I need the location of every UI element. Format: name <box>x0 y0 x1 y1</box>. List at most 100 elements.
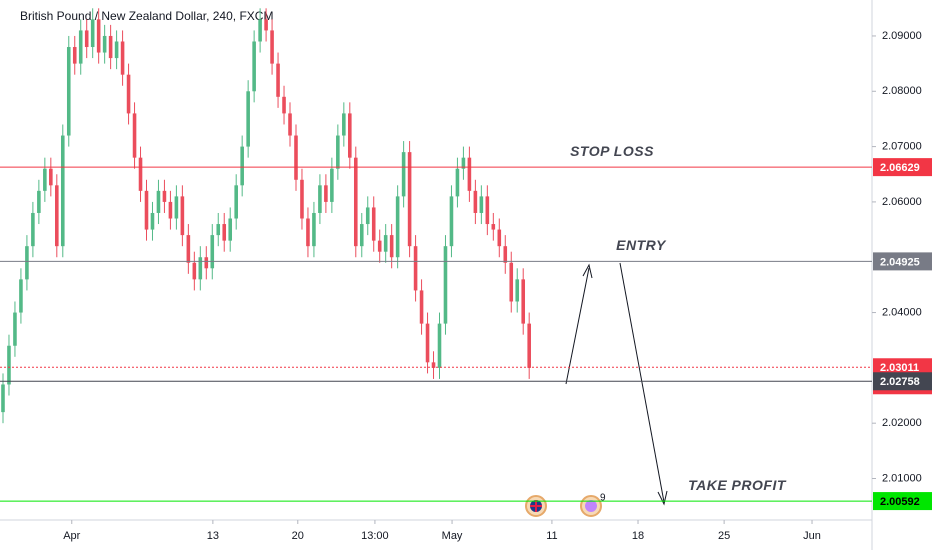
x-tick-label: 18 <box>632 530 644 542</box>
candle-body <box>210 235 215 269</box>
candle-body <box>72 47 77 64</box>
y-tick-label: 2.07000 <box>882 141 922 153</box>
arrow-head <box>582 263 593 279</box>
candle-body <box>306 218 310 247</box>
candle-body <box>270 30 274 64</box>
x-tick-label: 13 <box>207 530 219 542</box>
candle-body <box>527 323 531 368</box>
candle-body <box>479 196 484 213</box>
flag-cross <box>530 500 542 512</box>
candle-body <box>485 196 490 225</box>
candle-body <box>455 168 460 197</box>
y-tick-label: 2.02000 <box>882 417 922 429</box>
price-label: 2.03011 <box>880 362 919 374</box>
candle-body <box>276 63 280 97</box>
arrow-down <box>619 262 665 503</box>
candle-body <box>132 113 137 158</box>
annotation: TAKE PROFIT <box>688 477 787 493</box>
candle-body <box>252 41 256 92</box>
candle-body <box>222 224 227 241</box>
candle-body <box>288 113 292 136</box>
candle-body <box>43 168 47 191</box>
candle-body <box>348 113 352 158</box>
candle-body <box>66 47 71 136</box>
candle-body <box>407 152 412 247</box>
candle-body <box>78 30 83 64</box>
candle-body <box>102 35 107 53</box>
candle-body <box>342 113 346 136</box>
price-label-box <box>873 252 932 271</box>
candle-body <box>461 157 466 169</box>
y-tick-label: 2.04000 <box>882 306 922 318</box>
y-tick-label: 2.01000 <box>882 472 922 484</box>
candle-body <box>383 235 388 252</box>
flag-icon-core <box>585 500 597 512</box>
x-tick-label: 13:00 <box>361 530 389 542</box>
candle-body <box>84 30 89 48</box>
event-badge: 9 <box>600 493 606 504</box>
candle-body <box>7 345 11 385</box>
candle-body <box>96 19 101 53</box>
candle-body <box>186 235 191 263</box>
candle-body <box>365 207 370 225</box>
price-label: 2.02758 <box>880 376 920 388</box>
candle-body <box>120 41 125 75</box>
annotation: STOP LOSS <box>570 143 654 159</box>
candle-body <box>282 96 286 114</box>
candle-body <box>108 35 113 59</box>
candle-body <box>377 240 382 252</box>
x-tick-label: 11 <box>546 530 557 542</box>
candle-body <box>294 135 298 180</box>
chart-title: British Pound / New Zealand Dollar, 240,… <box>20 9 273 23</box>
candle-body <box>31 212 35 247</box>
candle-body <box>60 135 65 247</box>
price-label-box <box>873 372 932 391</box>
candle-body <box>425 323 430 363</box>
candle-body <box>419 290 424 324</box>
price-label-box <box>873 158 932 177</box>
y-tick-label: 2.08000 <box>882 85 922 97</box>
candle-body <box>431 362 436 368</box>
candle-body <box>258 19 262 42</box>
candle-body <box>491 224 496 230</box>
arrow-up <box>565 267 590 385</box>
price-label: 2.06629 <box>880 162 920 174</box>
candle-body <box>192 262 197 280</box>
candle-body <box>353 157 358 247</box>
candle-body <box>240 146 244 186</box>
candle-body <box>37 190 41 213</box>
candle-body <box>234 185 238 219</box>
candle-body <box>168 201 173 219</box>
candle-body <box>198 257 203 280</box>
candle-body <box>401 152 406 197</box>
y-tick-label: 2.09000 <box>882 30 922 42</box>
candle-body <box>437 323 442 368</box>
candle-body <box>509 262 514 302</box>
price-label-box <box>873 358 932 377</box>
candle-body <box>503 246 508 263</box>
price-label: 2.00592 <box>880 496 920 508</box>
price-label: 2.04925 <box>880 256 920 268</box>
candle-body <box>264 19 268 31</box>
candle-body <box>13 312 17 346</box>
candle-body <box>473 190 478 213</box>
candle-body <box>114 41 119 59</box>
x-tick-label: 25 <box>718 530 730 542</box>
candle-body <box>318 185 322 213</box>
candle-body <box>330 168 334 202</box>
candle-body <box>1 384 5 413</box>
arrow-head <box>657 490 668 506</box>
candle-body <box>497 229 502 247</box>
event-icon[interactable] <box>525 495 547 517</box>
candle-body <box>359 224 364 247</box>
candle-body <box>174 196 179 219</box>
plot-area <box>1 8 531 424</box>
candle-body <box>371 207 376 241</box>
candle-body <box>49 168 53 186</box>
candle-body <box>180 196 185 236</box>
candle-body <box>246 91 250 147</box>
x-tick-label: Jun <box>803 530 821 542</box>
candle-body <box>150 212 155 230</box>
